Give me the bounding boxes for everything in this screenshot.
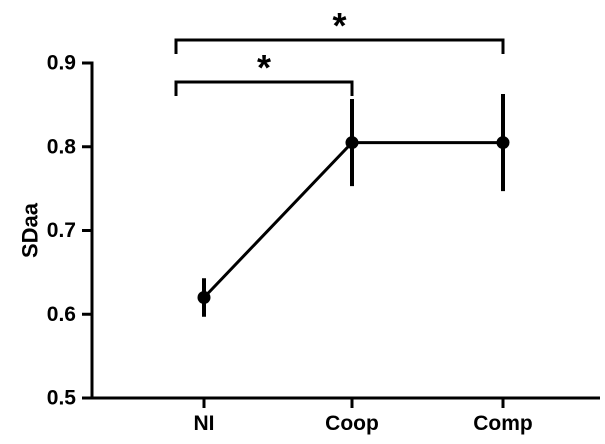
labels: 0.5 0.6 0.7 0.8 0.9 NI Coop Comp SDaa * * — [18, 5, 533, 435]
x-tick-label: Comp — [473, 412, 533, 435]
y-tick-label: 0.8 — [47, 135, 77, 158]
y-tick-label: 0.6 — [47, 303, 76, 326]
y-tick-label: 0.5 — [47, 387, 77, 410]
significance-star: * — [332, 5, 346, 46]
y-tick-label: 0.9 — [47, 52, 76, 75]
significance-brackets — [174, 38, 505, 96]
y-tick-label: 0.7 — [47, 219, 76, 242]
data-point — [496, 136, 510, 150]
significance-star: * — [257, 47, 271, 88]
x-tick-label: NI — [194, 412, 215, 435]
significance-bracket — [174, 80, 354, 96]
data-point — [197, 291, 211, 304]
axes — [82, 61, 600, 408]
series — [197, 93, 510, 317]
y-axis-title: SDaa — [18, 202, 43, 258]
data-point — [345, 136, 359, 150]
x-tick-label: Coop — [325, 412, 379, 435]
significance-bracket — [174, 38, 505, 54]
